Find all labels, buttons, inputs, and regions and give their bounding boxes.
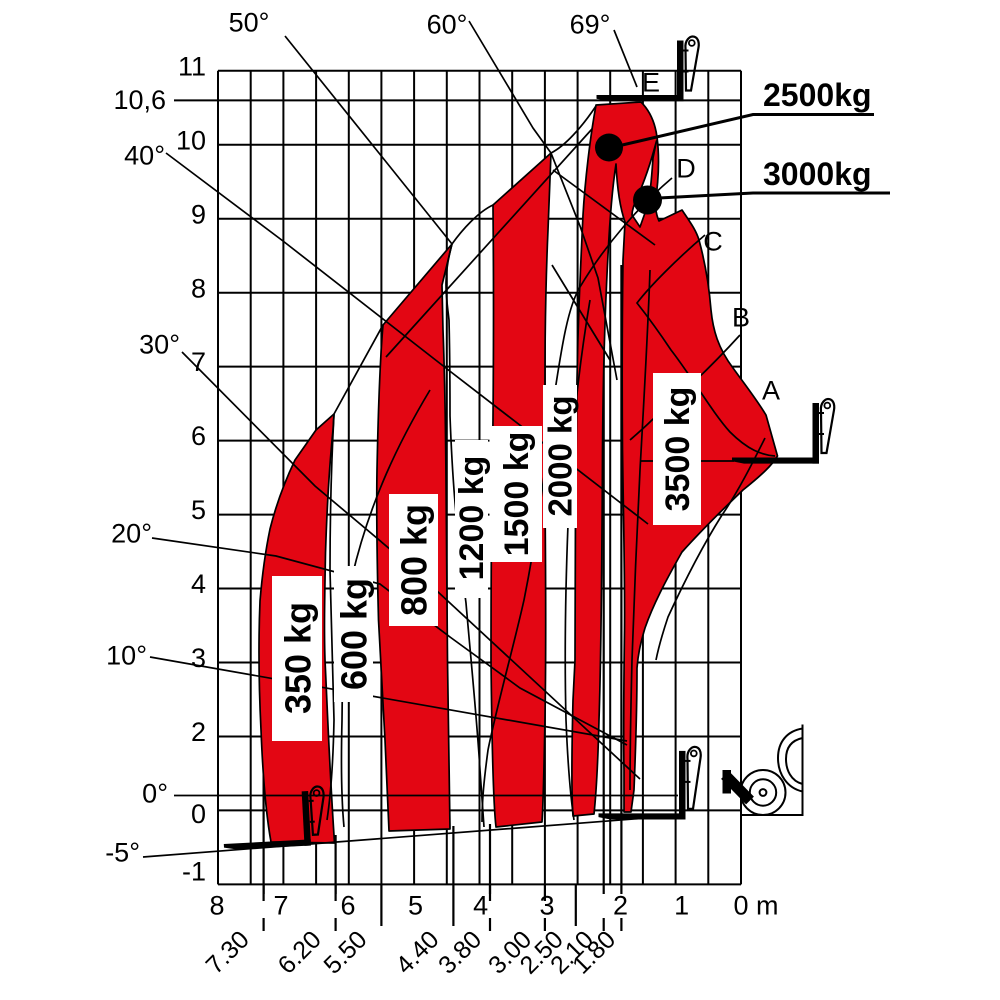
svg-text:B: B	[732, 302, 750, 332]
svg-text:6: 6	[191, 421, 206, 451]
svg-text:30°: 30°	[139, 329, 180, 359]
svg-text:69°: 69°	[570, 9, 611, 39]
svg-text:60°: 60°	[427, 9, 468, 39]
svg-text:5: 5	[408, 890, 423, 920]
svg-text:3500 kg: 3500 kg	[659, 387, 697, 512]
svg-text:7: 7	[191, 347, 206, 377]
svg-text:7: 7	[273, 890, 288, 920]
svg-text:10,6: 10,6	[113, 85, 166, 115]
svg-text:3000kg: 3000kg	[763, 156, 872, 192]
svg-text:0°: 0°	[142, 778, 168, 808]
svg-text:4: 4	[191, 569, 206, 599]
svg-text:1: 1	[674, 890, 689, 920]
svg-text:3: 3	[539, 890, 554, 920]
svg-text:5: 5	[191, 495, 206, 525]
svg-text:3: 3	[191, 643, 206, 673]
svg-text:E: E	[642, 67, 660, 97]
svg-text:-5°: -5°	[105, 837, 140, 867]
svg-text:50°: 50°	[229, 7, 270, 37]
svg-text:4: 4	[473, 890, 488, 920]
svg-text:9: 9	[191, 199, 206, 229]
svg-text:8: 8	[191, 273, 206, 303]
svg-text:40°: 40°	[124, 140, 165, 170]
svg-text:2500kg: 2500kg	[763, 77, 872, 113]
svg-text:8: 8	[209, 890, 224, 920]
svg-text:2: 2	[613, 890, 628, 920]
svg-text:1500 kg: 1500 kg	[498, 432, 536, 557]
svg-text:600 kg: 600 kg	[334, 578, 375, 690]
svg-text:1200 kg: 1200 kg	[453, 456, 491, 581]
svg-text:6: 6	[340, 890, 355, 920]
svg-text:11: 11	[178, 51, 206, 81]
svg-text:-1: -1	[182, 857, 206, 887]
svg-text:10: 10	[176, 125, 206, 155]
svg-text:2000 kg: 2000 kg	[542, 395, 579, 516]
svg-text:C: C	[703, 226, 723, 256]
svg-text:2: 2	[191, 717, 206, 747]
svg-text:0 m: 0 m	[733, 890, 778, 920]
svg-text:D: D	[676, 153, 696, 183]
svg-text:20°: 20°	[111, 518, 152, 548]
svg-text:350 kg: 350 kg	[278, 602, 319, 714]
svg-text:800 kg: 800 kg	[394, 504, 435, 616]
svg-text:10°: 10°	[106, 640, 147, 670]
svg-text:0: 0	[191, 799, 206, 829]
svg-text:A: A	[762, 375, 780, 405]
